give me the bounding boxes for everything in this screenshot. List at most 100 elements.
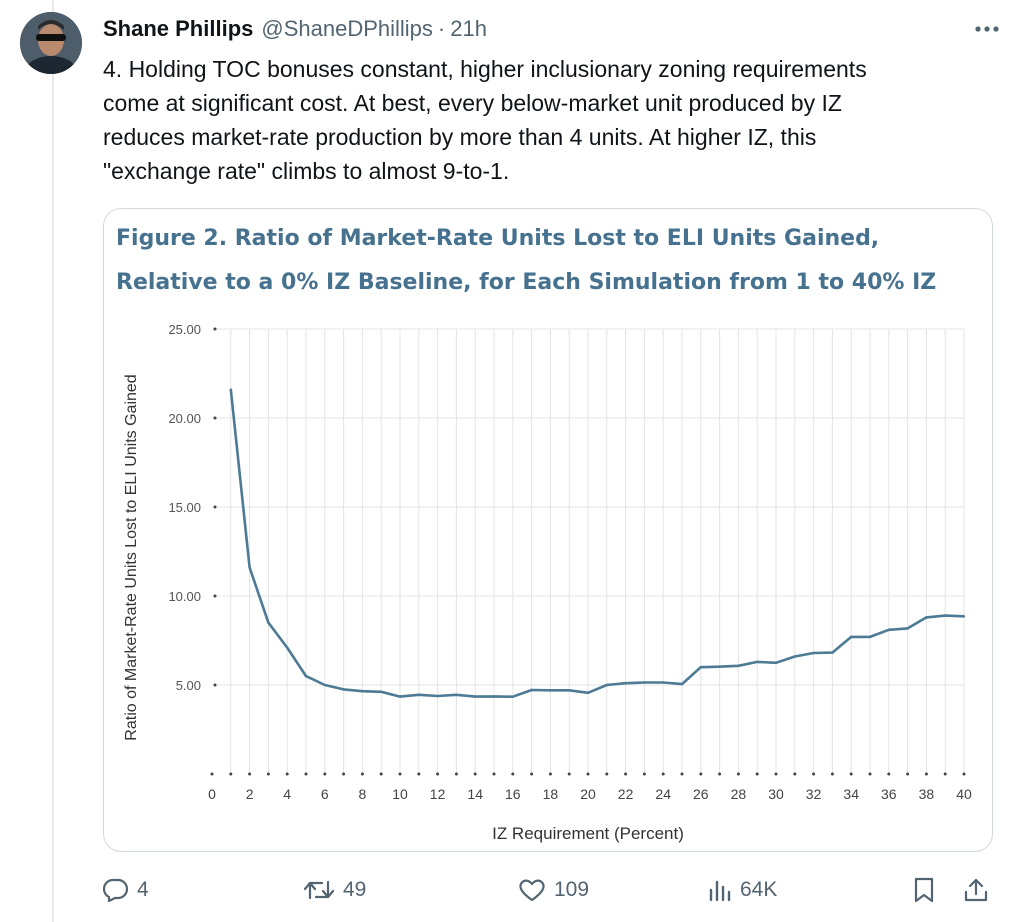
bookmark-button[interactable] — [913, 868, 935, 912]
x-tick-mark — [586, 772, 590, 776]
data-point — [248, 566, 251, 569]
data-point — [323, 683, 326, 687]
x-tick-label: 32 — [806, 786, 822, 802]
data-point — [492, 695, 496, 698]
data-point — [793, 655, 796, 658]
reply-button[interactable]: 4 — [103, 868, 149, 912]
x-axis-label: IZ Requirement (Percent) — [492, 824, 684, 843]
x-tick-label: 4 — [283, 786, 291, 802]
y-tick-label: 20.00 — [168, 411, 201, 426]
views-count: 64K — [740, 878, 778, 901]
x-tick-mark — [511, 772, 515, 776]
x-tick-mark — [793, 772, 797, 776]
avatar[interactable] — [20, 12, 82, 74]
x-tick-label: 12 — [430, 786, 446, 802]
x-tick-label: 30 — [768, 786, 784, 802]
x-tick-label: 26 — [693, 786, 709, 802]
x-tick-mark — [755, 772, 759, 776]
figure-title-line: Figure 2. Ratio of Market-Rate Units Los… — [116, 226, 880, 251]
x-tick-mark — [849, 772, 853, 776]
tweet-text-line: reduces market-rate production by more t… — [103, 124, 817, 150]
retweet-icon — [303, 880, 335, 900]
x-tick-label: 34 — [843, 786, 859, 802]
x-tick-mark — [417, 772, 421, 776]
views-icon — [709, 880, 731, 902]
data-point — [286, 646, 289, 649]
like-count: 109 — [554, 878, 590, 901]
x-tick-mark — [229, 772, 233, 776]
timestamp[interactable]: 21h — [450, 16, 487, 41]
data-point — [229, 388, 232, 391]
x-tick-label: 40 — [956, 786, 972, 802]
y-axis-label: Ratio of Market-Rate Units Lost to ELI U… — [123, 374, 140, 740]
tweet-header: Shane Phillips @ShaneDPhillips · 21h — [103, 14, 1004, 44]
x-tick-label: 38 — [919, 786, 935, 802]
data-point — [267, 621, 270, 624]
data-point — [398, 695, 402, 698]
tweet-media-image[interactable]: Figure 2. Ratio of Market-Rate Units Los… — [103, 208, 993, 852]
y-tick-label: 25.00 — [168, 322, 201, 337]
x-tick-mark — [943, 772, 947, 776]
y-tick-mark — [213, 416, 217, 420]
x-tick-mark — [605, 772, 609, 776]
x-tick-mark — [210, 772, 214, 776]
data-point — [944, 614, 947, 617]
y-tick-mark — [213, 594, 217, 598]
data-point — [737, 664, 740, 667]
data-point — [455, 693, 458, 696]
x-tick-label: 0 — [208, 786, 216, 802]
x-tick-mark — [830, 772, 834, 776]
data-point — [605, 683, 608, 687]
author-handle[interactable]: @ShaneDPhillips — [261, 16, 433, 41]
retweet-count: 49 — [343, 878, 367, 901]
reply-icon — [103, 878, 129, 902]
thread-line — [52, 0, 54, 922]
y-tick-mark — [213, 505, 217, 509]
x-tick-label: 28 — [731, 786, 747, 802]
data-point — [549, 689, 552, 692]
x-tick-mark — [323, 772, 327, 776]
x-tick-mark — [887, 772, 891, 776]
x-tick-mark — [530, 772, 534, 776]
share-button[interactable] — [963, 868, 989, 912]
tweet-text-line: come at significant cost. At best, every… — [103, 90, 842, 116]
share-icon — [964, 878, 988, 902]
figure-title: Figure 2. Ratio of Market-Rate Units Los… — [116, 217, 976, 305]
x-tick-mark — [642, 772, 646, 776]
x-tick-mark — [774, 772, 778, 776]
x-tick-mark — [661, 772, 665, 776]
like-button[interactable]: 109 — [518, 868, 589, 912]
x-tick-label: 22 — [618, 786, 634, 802]
x-tick-mark — [285, 772, 289, 776]
x-tick-mark — [360, 772, 364, 776]
figure-title-line: Relative to a 0% IZ Baseline, for Each S… — [116, 270, 937, 295]
x-tick-label: 14 — [467, 786, 483, 802]
x-tick-mark — [906, 772, 910, 776]
more-options-button[interactable] — [970, 14, 1004, 44]
author-name[interactable]: Shane Phillips — [103, 16, 254, 41]
data-point — [831, 651, 834, 654]
x-tick-mark — [379, 772, 383, 776]
x-tick-mark — [473, 772, 477, 776]
data-point — [530, 688, 533, 692]
x-tick-label: 36 — [881, 786, 897, 802]
x-tick-label: 2 — [246, 786, 254, 802]
data-point — [887, 628, 890, 632]
data-point — [906, 627, 909, 630]
views-button[interactable]: 64K — [708, 868, 777, 912]
data-point — [812, 651, 815, 655]
y-tick-label: 5.00 — [176, 678, 201, 693]
bookmark-icon — [914, 877, 934, 903]
data-point — [511, 695, 514, 698]
retweet-button[interactable]: 49 — [303, 868, 366, 912]
data-point — [361, 690, 364, 693]
data-point — [474, 695, 477, 698]
data-point — [380, 690, 383, 693]
x-tick-mark — [924, 772, 928, 776]
x-tick-mark — [248, 772, 252, 776]
x-tick-mark — [567, 772, 571, 776]
x-tick-mark — [492, 772, 496, 776]
ellipsis-icon — [975, 26, 999, 32]
tweet-text: 4. Holding TOC bonuses constant, higher … — [103, 52, 1003, 188]
